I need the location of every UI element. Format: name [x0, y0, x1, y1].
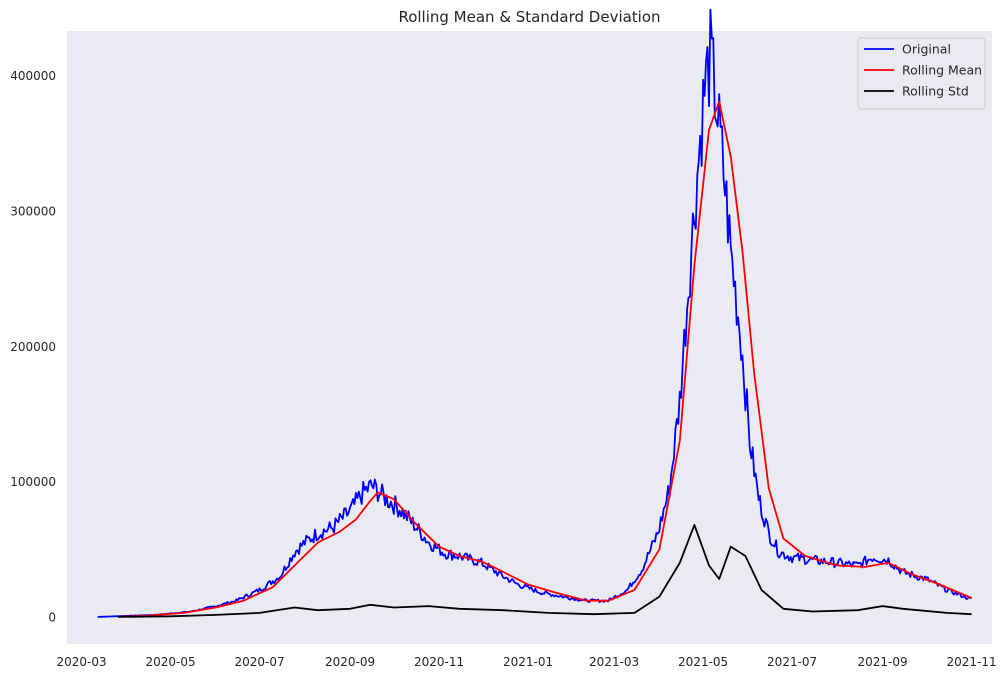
series-line-rolling-std: [118, 524, 972, 618]
x-tick-label: 2020-11: [414, 655, 464, 669]
legend-entry: Original: [902, 42, 951, 57]
y-tick-label: 400000: [10, 69, 56, 83]
x-tick-label: 2021-01: [503, 655, 553, 669]
x-tick-label: 2021-03: [589, 655, 639, 669]
x-tick-label: 2021-11: [947, 655, 997, 669]
x-tick-label: 2021-07: [767, 655, 817, 669]
x-tick-label: 2020-07: [235, 655, 285, 669]
x-tick-label: 2020-05: [146, 655, 196, 669]
x-tick-label: 2021-09: [858, 655, 908, 669]
series-lines: [97, 8, 972, 618]
series-line-rolling-mean: [118, 100, 972, 618]
y-tick-label: 200000: [10, 340, 56, 354]
legend-entry: Rolling Mean: [902, 63, 982, 78]
x-tick-label: 2020-03: [57, 655, 107, 669]
y-axis-ticks: 0 100000 200000 300000 400000: [10, 69, 56, 624]
x-tick-label: 2021-05: [678, 655, 728, 669]
plot-area: [67, 31, 992, 644]
chart-title: Rolling Mean & Standard Deviation: [398, 8, 660, 26]
y-tick-label: 300000: [10, 204, 56, 218]
x-axis-ticks: 2020-03 2020-05 2020-07 2020-09 2020-11 2021-…: [57, 655, 997, 669]
y-tick-label: 100000: [10, 475, 56, 489]
y-tick-label: 0: [48, 610, 56, 624]
x-tick-label: 2020-09: [325, 655, 375, 669]
legend: Original Rolling Mean Rolling Std: [857, 37, 986, 110]
legend-entry: Rolling Std: [902, 84, 969, 99]
